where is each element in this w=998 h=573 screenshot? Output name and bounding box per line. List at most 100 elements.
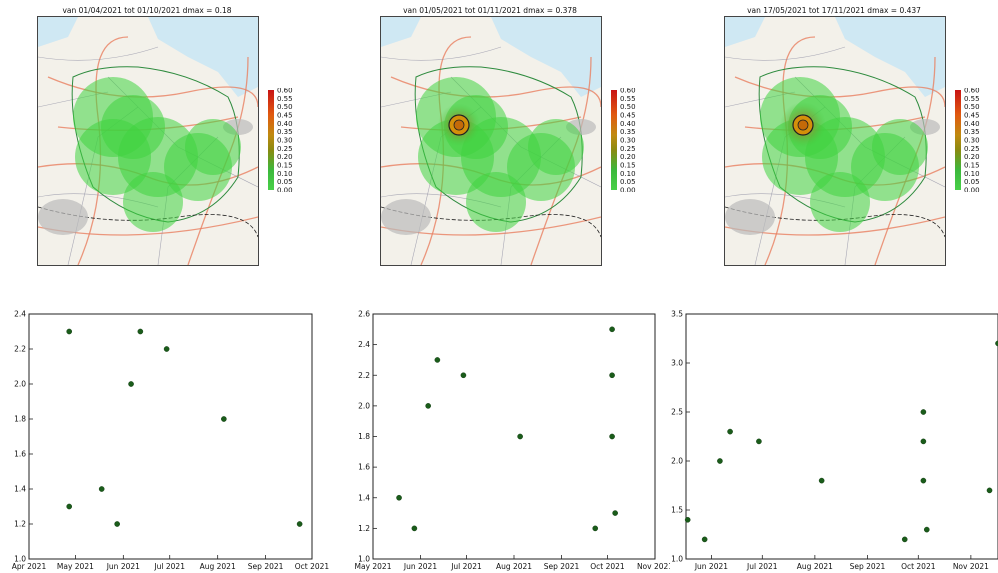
colorbar-tick-label: 0.35 (277, 128, 293, 136)
data-point (98, 486, 105, 492)
heat-circle (123, 172, 183, 232)
x-tick-label: Aug 2021 (496, 562, 532, 571)
y-tick-label: 1.0 (358, 555, 370, 564)
colorbar-tick-label: 0.40 (964, 120, 980, 128)
plot-area (28, 313, 313, 560)
map-panel-2 (380, 16, 602, 266)
urban-area (38, 199, 88, 235)
data-point (609, 372, 615, 379)
x-tick-label: Jun 2021 (106, 562, 140, 571)
colorbar-tick-label: 0.35 (964, 128, 980, 136)
x-tick-label: Jul 2021 (153, 562, 185, 571)
colorbar-tick-label: 0.10 (964, 170, 980, 178)
data-point (137, 328, 144, 335)
colorbar-tick-label: 0.15 (964, 162, 980, 170)
heat-circle (101, 95, 165, 159)
sea-area (148, 17, 258, 97)
data-point (221, 416, 227, 422)
x-tick-label: May 2021 (57, 562, 94, 571)
data-point (818, 477, 825, 484)
sea-area (381, 17, 421, 47)
x-tick-label: Jun 2021 (694, 562, 728, 571)
sea-area (491, 17, 601, 97)
data-point (434, 357, 441, 363)
colorbar-tick-label: 0.00 (964, 187, 980, 193)
data-point (163, 346, 170, 352)
y-tick-label: 3.0 (671, 359, 683, 368)
minor-road (38, 46, 159, 61)
colorbar-tick-label: 0.30 (964, 137, 980, 145)
y-tick-label: 1.2 (14, 520, 26, 529)
colorbar-2: 0.600.550.500.450.400.350.300.250.200.15… (611, 88, 636, 193)
x-tick-label: Jul 2021 (746, 562, 778, 571)
x-tick-label: Nov 2021 (953, 562, 989, 571)
y-tick-label: 2.5 (671, 408, 683, 417)
y-tick-label: 1.2 (358, 524, 370, 533)
data-point (517, 433, 523, 440)
colorbar-tick-label: 0.30 (277, 137, 293, 145)
minor-road (381, 46, 502, 61)
colorbar-tick-label: 0.50 (277, 103, 293, 111)
map-title-3: van 17/05/2021 tot 17/11/2021 dmax = 0.4… (747, 6, 921, 15)
colorbar-tick-label: 0.25 (620, 145, 636, 153)
data-point (296, 521, 303, 527)
x-tick-label: Jul 2021 (450, 562, 482, 571)
y-tick-label: 1.5 (671, 506, 683, 515)
y-tick-label: 1.6 (358, 463, 370, 472)
heat-circle (466, 172, 526, 232)
data-point (920, 438, 927, 445)
urban-area (725, 199, 775, 235)
colorbar-tick-label: 0.60 (964, 88, 980, 95)
colorbar-tick-label: 0.40 (277, 120, 293, 128)
sea-area (725, 17, 765, 47)
colorbar-tick-label: 0.25 (277, 145, 293, 153)
colorbar-tick-label: 0.15 (620, 162, 636, 170)
y-tick-label: 1.8 (358, 432, 370, 441)
y-tick-label: 1.4 (358, 493, 370, 502)
scatter-chart-3: 1.0 1.5 2.0 2.5 3.0 3.5 Jun 2021 Jul 2021 Aug 20… (671, 310, 998, 571)
colorbar-tick-label: 0.00 (620, 187, 636, 193)
data-point (727, 428, 733, 435)
heat-circle (528, 119, 584, 175)
x-tick-label: Oct 2021 (901, 562, 936, 571)
data-point (901, 536, 908, 543)
colorbar-tick-label: 0.10 (277, 170, 293, 178)
y-tick-label: 2.0 (671, 457, 683, 466)
map-2 (381, 17, 601, 265)
data-point (701, 536, 708, 543)
data-point (612, 510, 618, 516)
data-point (592, 525, 599, 532)
colorbar-tick-label: 0.05 (964, 178, 980, 186)
colorbar-tick-label: 0.00 (277, 187, 293, 193)
colorbar-tick-label: 0.15 (277, 162, 293, 170)
y-tick-label: 2.2 (14, 345, 26, 354)
data-point (128, 381, 134, 387)
x-tick-label: Aug 2021 (200, 562, 236, 571)
colorbar-gradient (611, 90, 617, 190)
x-tick-label: Nov 2021 (637, 562, 670, 571)
data-point (460, 372, 467, 379)
x-tick-label: May 2021 (355, 562, 392, 571)
x-tick-label: Sep 2021 (544, 562, 580, 571)
x-tick-label: Jun 2021 (403, 562, 437, 571)
data-point (923, 526, 930, 533)
colorbar-tick-label: 0.55 (620, 95, 636, 103)
data-point (114, 521, 120, 527)
data-point (609, 433, 615, 440)
colorbar-tick-label: 0.30 (620, 137, 636, 145)
x-tick-label: Apr 2021 (12, 562, 47, 571)
x-tick-label: Aug 2021 (797, 562, 833, 571)
y-tick-label: 2.0 (358, 401, 370, 410)
y-tick-label: 3.5 (671, 310, 683, 319)
map-panel-1 (37, 16, 259, 266)
colorbar-tick-label: 0.55 (964, 95, 980, 103)
data-point (66, 503, 73, 510)
colorbar-tick-label: 0.20 (964, 153, 980, 161)
data-point (425, 403, 431, 409)
colorbar-tick-label: 0.60 (620, 88, 636, 95)
y-tick-label: 1.8 (14, 415, 26, 424)
hotspot-core (797, 119, 809, 131)
map-3 (725, 17, 945, 265)
y-tick-label: 1.0 (671, 555, 683, 564)
data-point (717, 458, 723, 464)
